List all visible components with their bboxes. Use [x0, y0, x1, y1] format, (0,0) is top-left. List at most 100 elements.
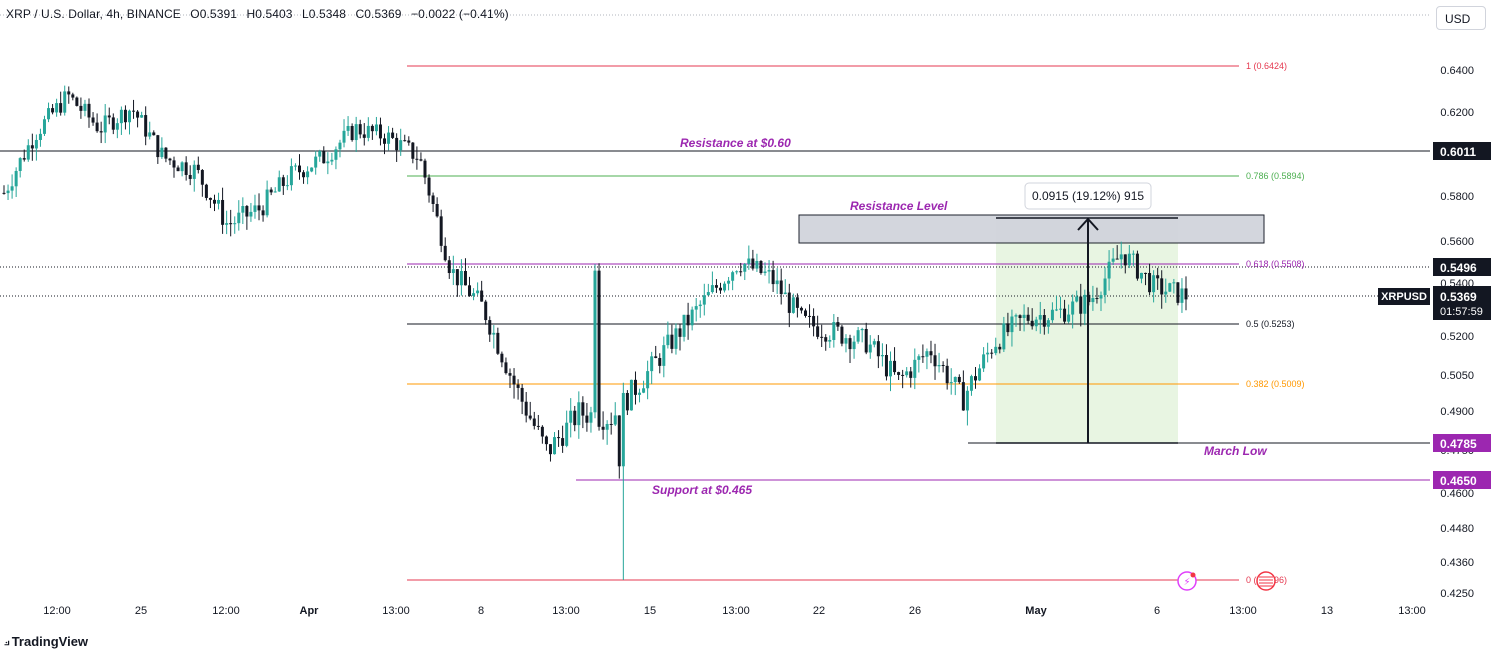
candle-body [30, 145, 34, 149]
candle-body [982, 354, 986, 369]
candle [261, 205, 265, 222]
candle [723, 281, 727, 293]
price-tick-label: 0.6400 [1440, 65, 1474, 77]
candle [1054, 295, 1058, 312]
candle-body [897, 372, 901, 375]
candle [718, 282, 722, 294]
candle-body [358, 124, 362, 135]
current-price-label: 0.5369 [1440, 290, 1477, 304]
candle [314, 150, 318, 175]
candle [949, 368, 953, 395]
symbol-title[interactable]: XRP / U.S. Dollar, 4h, BINANCE [6, 7, 181, 21]
candle-body [1160, 278, 1164, 295]
candle-body [79, 105, 83, 111]
candle-body [407, 140, 411, 143]
candle [107, 107, 111, 125]
currency-button[interactable]: USD [1436, 6, 1486, 30]
lightning-glyph: ⚡ [1183, 577, 1190, 588]
candle [1148, 263, 1152, 296]
tradingview-brand: TradingView [11, 634, 89, 649]
candle-body [974, 376, 978, 381]
candle-body [698, 304, 702, 307]
candle [1071, 294, 1075, 329]
candle-body [399, 140, 403, 151]
price-label: 0.4650 [1440, 474, 1477, 488]
candle-body [516, 384, 520, 388]
time-tick-label: 13:00 [722, 605, 750, 617]
price-tick-label: 0.4360 [1440, 557, 1474, 569]
candle [986, 342, 990, 363]
candle [654, 345, 658, 359]
candle [974, 366, 978, 389]
candle [407, 136, 411, 146]
candle-body [59, 103, 63, 113]
fib-level-label: 1 (0.6424) [1246, 61, 1287, 71]
candle [524, 392, 528, 423]
candle-body [261, 210, 265, 216]
candle [334, 146, 338, 170]
candle [597, 263, 601, 431]
candle [1038, 301, 1042, 334]
candle-body [1067, 314, 1071, 322]
tradingview-logo[interactable]: ⟓ TradingView [4, 634, 88, 649]
candle-body [1006, 323, 1010, 333]
candle [990, 349, 994, 359]
candle-body [994, 346, 998, 354]
price-tick-label: 0.4900 [1440, 406, 1474, 418]
time-tick-label: 13 [1321, 605, 1333, 617]
candle [342, 119, 346, 148]
candle-body [986, 352, 990, 355]
candle-body [949, 382, 953, 384]
candle-body [1042, 315, 1046, 327]
candle-body [1091, 298, 1095, 303]
candle-body [200, 170, 204, 185]
candle-body [136, 111, 140, 118]
candle [605, 420, 609, 445]
candle [504, 357, 508, 375]
candle [589, 406, 593, 433]
candle [836, 316, 840, 331]
candle-body [22, 158, 26, 160]
candle-body [249, 211, 253, 217]
candle-body [383, 138, 387, 144]
candle-body [1115, 258, 1119, 260]
candle [322, 146, 326, 164]
candle-body [459, 270, 463, 286]
candle [47, 102, 51, 123]
candle [816, 315, 820, 340]
candle [860, 327, 864, 343]
candle-body [354, 124, 358, 141]
candle [318, 149, 322, 162]
candle-body [362, 134, 366, 138]
price-label-bg [1433, 471, 1491, 489]
resistance-level-label: Resistance Level [850, 199, 948, 213]
candle-body [638, 392, 642, 395]
candle [775, 268, 779, 294]
candle-body [42, 119, 46, 134]
candle [642, 380, 646, 394]
candle [767, 260, 771, 284]
candle [901, 369, 905, 389]
candle-body [480, 290, 484, 302]
candle-body [706, 292, 710, 296]
candle [666, 321, 670, 349]
candle [156, 134, 160, 164]
candle [820, 324, 824, 348]
ohlc-open: O0.5391 [190, 7, 238, 21]
candle [233, 216, 237, 234]
candle-body [909, 371, 913, 378]
candle-body [601, 426, 605, 430]
candle-body [836, 322, 840, 327]
price-tick-label: 0.4250 [1440, 588, 1474, 600]
candle [508, 368, 512, 389]
price-tick-label: 0.5600 [1440, 236, 1474, 248]
candle-body [532, 418, 536, 426]
candle-body [468, 285, 472, 296]
candle [941, 361, 945, 373]
candle-body [245, 206, 249, 217]
candle [302, 170, 306, 184]
candle-body [411, 142, 415, 159]
candle [747, 245, 751, 270]
candle [1184, 276, 1188, 311]
